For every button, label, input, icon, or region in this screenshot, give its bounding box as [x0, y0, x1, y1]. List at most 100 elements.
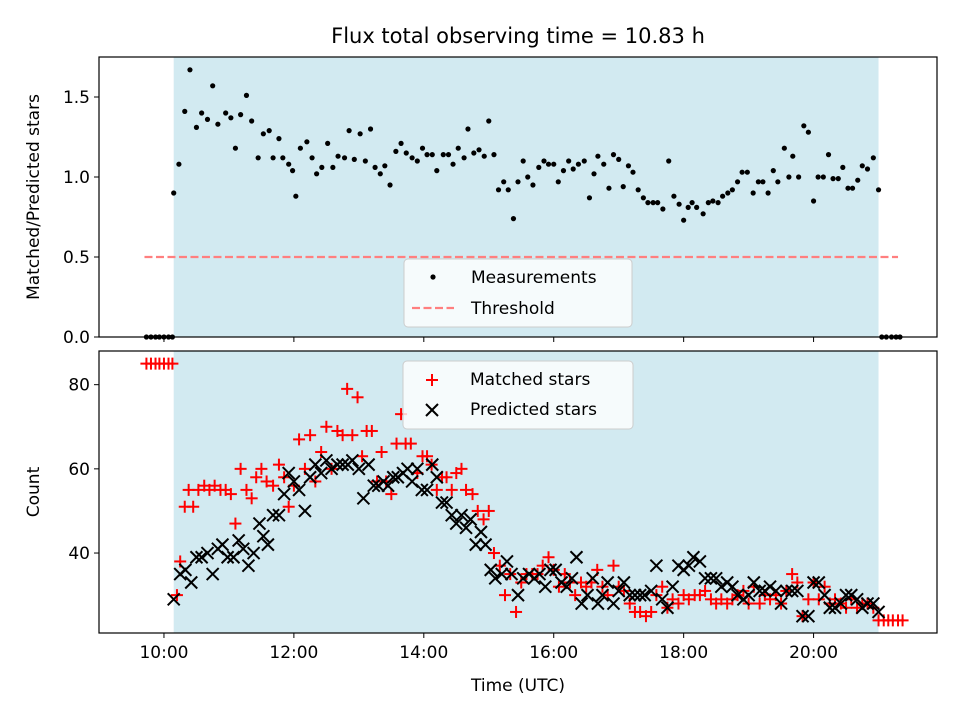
matched-point: [510, 605, 523, 618]
measurement-point: [775, 179, 781, 185]
measurement-point: [606, 185, 612, 191]
y-tick-label: 1.5: [63, 88, 90, 108]
predicted-point: [763, 579, 777, 594]
predicted-point: [178, 563, 193, 577]
measurement-point: [660, 206, 666, 212]
measurement-point: [238, 112, 244, 118]
measurement-point: [870, 155, 876, 161]
y-tick-label: 0.0: [63, 328, 90, 348]
matched-point: [487, 547, 500, 560]
matched-point: [672, 597, 685, 610]
measurement-point: [414, 158, 420, 164]
predicted-point: [516, 571, 530, 585]
measurement-point: [685, 204, 691, 210]
predicted-point: [795, 609, 810, 623]
measurement-point: [171, 190, 177, 196]
panel-ratio-frame: [98, 56, 938, 338]
predicted-point: [574, 596, 589, 611]
measurement-point: [859, 163, 865, 169]
x-axis-label: Time (UTC): [470, 676, 565, 696]
matched-point: [440, 471, 453, 484]
predicted-point: [454, 508, 469, 522]
matched-point: [552, 580, 565, 593]
measurement-point: [367, 126, 374, 132]
measurement-point: [309, 155, 315, 161]
measurement-point: [210, 83, 216, 89]
measurement-point: [481, 153, 487, 159]
legend-threshold-label: Threshold: [470, 299, 555, 319]
matched-point: [166, 357, 179, 370]
predicted-point: [266, 508, 280, 522]
predicted-point: [709, 571, 723, 585]
measurement-point: [429, 152, 435, 158]
measurement-point: [382, 163, 388, 169]
predicted-point: [769, 584, 783, 598]
measurement-point: [750, 190, 756, 196]
predicted-point: [415, 483, 429, 497]
predicted-point: [184, 575, 198, 590]
measurement-point: [595, 153, 601, 159]
predicted-point: [495, 567, 509, 581]
predicted-point: [569, 550, 584, 564]
measurement-point: [840, 164, 846, 170]
panel-counts: 40 60 80 Count Matched stars Predicted sta…: [24, 350, 938, 638]
predicted-point: [665, 579, 680, 594]
predicted-point: [790, 584, 805, 598]
measurement-point: [398, 140, 404, 146]
measurement-point: [815, 174, 821, 180]
matched-point: [786, 568, 799, 581]
measurement-point: [182, 108, 188, 114]
predicted-point: [600, 575, 615, 590]
matched-point: [699, 584, 712, 597]
matched-point: [404, 437, 417, 450]
matched-point: [455, 462, 468, 475]
predicted-point: [785, 584, 799, 598]
measurement-point: [232, 145, 239, 151]
predicted-point: [303, 470, 317, 484]
measurement-point: [455, 145, 461, 151]
matched-point: [802, 593, 815, 606]
predicted-point: [261, 537, 275, 552]
predicted-point: [435, 495, 449, 510]
predicted-point: [194, 550, 209, 564]
matched-point: [812, 593, 825, 606]
matched-point: [445, 483, 458, 496]
legend-measurements-label: Measurements: [471, 268, 597, 288]
measurement-point: [471, 150, 477, 156]
measurement-point: [228, 115, 234, 121]
chart-title: Flux total observing time = 10.83 h: [331, 24, 705, 48]
measurement-point: [875, 187, 882, 193]
matched-point: [645, 605, 658, 618]
measurement-point: [346, 128, 352, 134]
measurement-point: [765, 190, 771, 196]
predicted-point: [860, 596, 875, 611]
measurement-point: [461, 155, 467, 161]
measurement-point: [293, 193, 299, 199]
measurement-point: [734, 179, 741, 185]
measurement-point: [325, 140, 331, 146]
predicted-point: [361, 457, 376, 472]
measurement-point: [377, 171, 383, 177]
measurement-point: [620, 184, 626, 190]
predicted-point: [591, 596, 605, 611]
measurement-point: [835, 176, 841, 182]
predicted-point: [511, 588, 525, 602]
measurement-point: [510, 216, 517, 222]
measurement-point: [495, 187, 502, 193]
predicted-point: [166, 592, 181, 607]
measurement-point: [551, 161, 557, 167]
x-tick-label: 18:00: [659, 643, 708, 663]
predicted-point: [806, 575, 821, 590]
matched-point: [375, 446, 388, 459]
predicted-point: [741, 588, 756, 602]
measurement-point: [335, 153, 341, 159]
measurement-point: [855, 177, 861, 183]
predicted-point: [459, 521, 473, 535]
measurement-point: [796, 174, 802, 180]
measurement-point: [710, 198, 716, 204]
x-tick-label: 16:00: [529, 643, 578, 663]
measurement-point: [491, 152, 497, 158]
measurement-point: [403, 150, 409, 156]
matched-point: [293, 433, 306, 446]
legend-top-box: [403, 258, 633, 328]
